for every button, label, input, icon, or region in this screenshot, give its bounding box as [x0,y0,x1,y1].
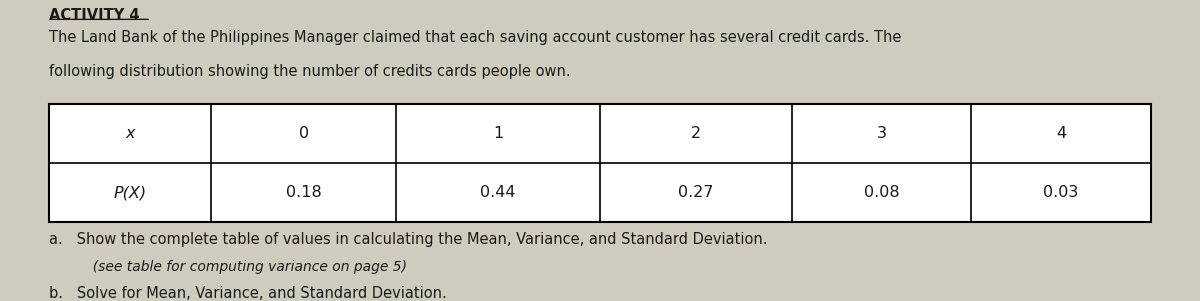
Text: following distribution showing the number of credits cards people own.: following distribution showing the numbe… [49,64,571,79]
Text: 0: 0 [299,126,308,141]
Text: 0.08: 0.08 [864,185,899,200]
Text: 2: 2 [691,126,701,141]
Text: 4: 4 [1056,126,1066,141]
Text: b.   Solve for Mean, Variance, and Standard Deviation.: b. Solve for Mean, Variance, and Standar… [49,286,448,301]
Text: x: x [125,126,134,141]
Text: The Land Bank of the Philippines Manager claimed that each saving account custom: The Land Bank of the Philippines Manager… [49,30,901,45]
Text: ACTIVITY 4: ACTIVITY 4 [49,8,139,23]
Text: 1: 1 [493,126,503,141]
Text: a.   Show the complete table of values in calculating the Mean, Variance, and St: a. Show the complete table of values in … [49,232,768,247]
FancyBboxPatch shape [49,104,1151,222]
Text: P(X): P(X) [114,185,146,200]
Text: 0.03: 0.03 [1043,185,1079,200]
Text: 0.27: 0.27 [678,185,714,200]
Text: 0.18: 0.18 [286,185,322,200]
Text: 3: 3 [876,126,887,141]
Text: 0.44: 0.44 [480,185,516,200]
Text: (see table for computing variance on page 5): (see table for computing variance on pag… [49,260,407,274]
